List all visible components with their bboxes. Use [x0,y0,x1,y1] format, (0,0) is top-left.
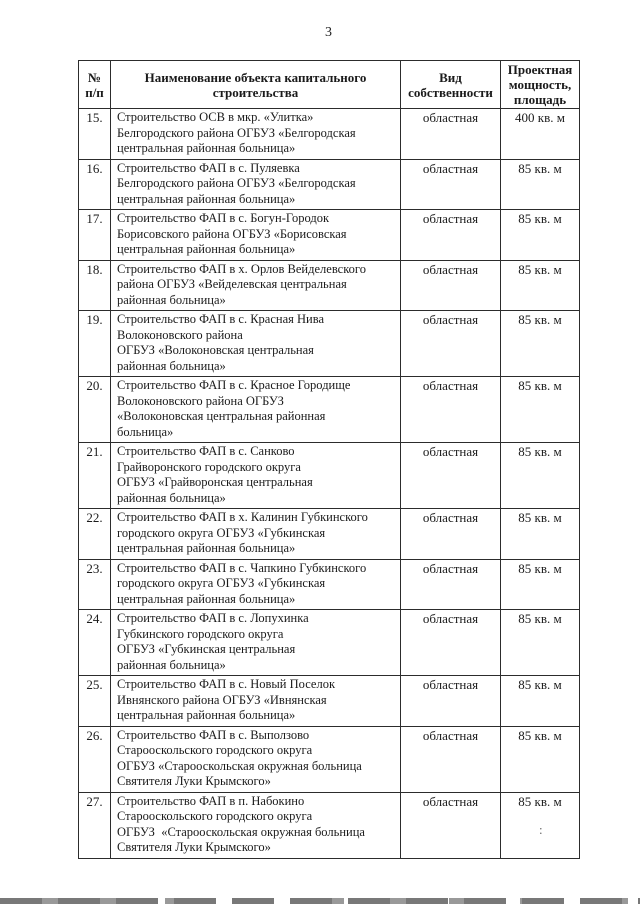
ownership-type: областная [400,158,501,210]
object-name: Строительство ФАП в х. Орлов Вейделевско… [110,259,401,311]
row-number: 18. [78,259,111,311]
design-capacity: 85 кв. м [500,310,580,377]
row-number: 26. [78,725,111,793]
page-number: 3 [325,25,332,40]
row-number: 25. [78,675,111,727]
object-name: Строительство ФАП в с. Лопухинка Губкинс… [110,609,401,676]
table-row: 24. Строительство ФАП в с. Лопухинка Губ… [78,609,580,676]
object-name: Строительство ФАП в с. Пуляевка Белгород… [110,158,401,210]
ownership-type: областная [400,609,501,676]
ownership-type: областная [400,675,501,727]
row-number: 20. [78,376,111,443]
design-capacity: 85 кв. м [500,508,580,560]
ownership-type: областная [400,725,501,793]
row-number: 21. [78,442,111,509]
row-number: 19. [78,310,111,377]
ownership-type: областная [400,442,501,509]
ownership-type: областная [400,376,501,443]
ownership-type: областная [400,558,501,610]
table-row: 26. Строительство ФАП в с. Выползово Ста… [78,725,580,793]
object-name: Строительство ФАП в с. Красное Городище … [110,376,401,443]
design-capacity: 85 кв. м [500,725,580,793]
ownership-type: областная [400,108,501,160]
ownership-type: областная [400,791,501,859]
row-number: 16. [78,158,111,210]
header-num: № п/п [78,60,111,109]
table-row: 20. Строительство ФАП в с. Красное Город… [78,376,580,443]
table-row: 15. Строительство ОСВ в мкр. «Улитка» Бе… [78,108,580,160]
header-object-name: Наименование объекта капитального строит… [110,60,401,109]
row-number: 27. [78,791,111,859]
design-capacity: 85 кв. м [500,442,580,509]
ownership-type: областная [400,508,501,560]
design-capacity: 85 кв. м [500,675,580,727]
object-name: Строительство ФАП в с. Богун-Городок Бор… [110,209,401,261]
row-number: 22. [78,508,111,560]
design-capacity: 85 кв. м [500,209,580,261]
header-design-capacity: Проектная мощность, площадь [500,60,580,109]
design-capacity: 85 кв. м [500,259,580,311]
object-name: Строительство ФАП в с. Чапкино Губкинско… [110,558,401,610]
table-row: 22. Строительство ФАП в х. Калинин Губки… [78,508,580,560]
ownership-type: областная [400,209,501,261]
object-name: Строительство ФАП в с. Санково Грайворон… [110,442,401,509]
table-row: 21. Строительство ФАП в с. Санково Грайв… [78,442,580,509]
object-name: Строительство ФАП в х. Калинин Губкинско… [110,508,401,560]
header-ownership-type: Вид собственности [400,60,501,109]
design-capacity: 400 кв. м [500,108,580,160]
design-capacity: 85 кв. м [500,158,580,210]
row-number: 15. [78,108,111,160]
design-capacity: 85 кв. м [500,376,580,443]
object-name: Строительство ФАП в с. Новый Поселок Ивн… [110,675,401,727]
table-row: 27. Строительство ФАП в п. Набокино Стар… [78,791,580,859]
table-row: 17. Строительство ФАП в с. Богун-Городок… [78,209,580,261]
object-name: Строительство ФАП в с. Выползово Староос… [110,725,401,793]
table-row: 23. Строительство ФАП в с. Чапкино Губки… [78,558,580,610]
object-name: Строительство ФАП в п. Набокино Старооск… [110,791,401,859]
design-capacity: 85 кв. м [500,609,580,676]
table-header-row: № п/п Наименование объекта капитального … [78,60,580,109]
object-name: Строительство ОСВ в мкр. «Улитка» Белгор… [110,108,401,160]
ownership-type: областная [400,310,501,377]
table-row: 18. Строительство ФАП в х. Орлов Вейделе… [78,259,580,311]
table-row: 19. Строительство ФАП в с. Красная Нива … [78,310,580,377]
capital-construction-table: № п/п Наименование объекта капитального … [78,60,580,859]
design-capacity: 85 кв. м [500,558,580,610]
row-number: 17. [78,209,111,261]
table-row: 16. Строительство ФАП в с. Пуляевка Белг… [78,158,580,210]
row-number: 23. [78,558,111,610]
ownership-type: областная [400,259,501,311]
object-name: Строительство ФАП в с. Красная Нива Воло… [110,310,401,377]
row-number: 24. [78,609,111,676]
design-capacity: 85 кв. м [500,791,580,859]
table-row: 25. Строительство ФАП в с. Новый Поселок… [78,675,580,727]
scan-artifact-colon: : [539,822,543,837]
scan-artifact-band [0,898,640,904]
